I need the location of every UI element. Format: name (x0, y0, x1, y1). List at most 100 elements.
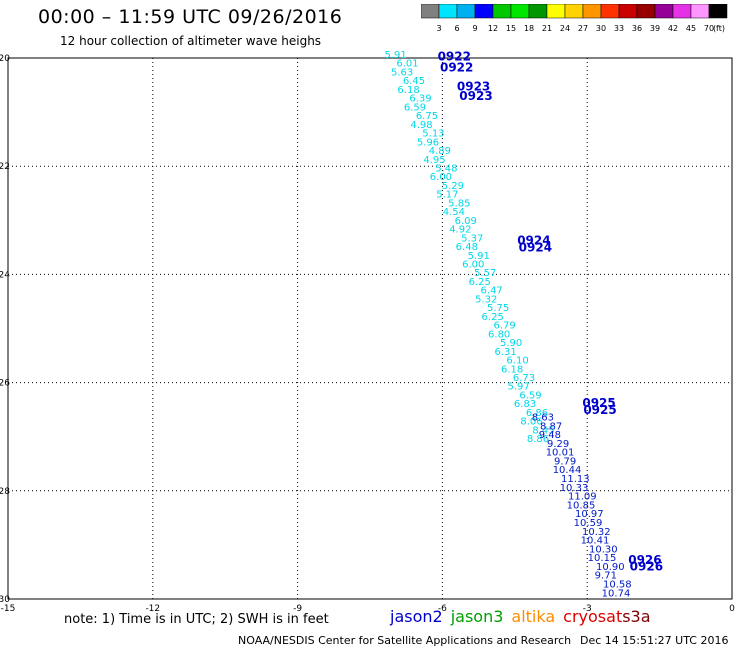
satellite-legend-s3a: s3a (622, 607, 651, 626)
colorbar-label: 45 (686, 24, 696, 33)
swh-value-blue: 10.58 (603, 580, 632, 591)
swh-value-blue: 10.15 (588, 553, 617, 564)
y-tick-label: -20 (0, 54, 10, 64)
swh-value-cyan: 5.63 (391, 67, 413, 78)
swh-value-cyan: 5.91 (468, 251, 490, 262)
swh-value-blue: 10.33 (560, 483, 589, 494)
swh-value-cyan: 4.54 (443, 207, 465, 218)
swh-value-cyan: 4.92 (449, 225, 471, 236)
swh-value-cyan: 8.45 (532, 425, 554, 436)
x-tick-label: -12 (145, 604, 160, 614)
date-label: 0923 (457, 79, 490, 93)
y-tick-label: -26 (0, 379, 10, 389)
swh-value-cyan: 6.59 (404, 102, 426, 113)
colorbar-label: 15 (506, 24, 516, 33)
swh-value-cyan: 5.90 (500, 338, 522, 349)
colorbar-label: 39 (650, 24, 660, 33)
colorbar-label: 30 (596, 24, 606, 33)
colorbar-label: 18 (524, 24, 534, 33)
satellite-legend-cryosat: cryosat (563, 607, 623, 626)
swh-value-blue: 10.41 (581, 536, 610, 547)
colorbar-label: 70 (704, 24, 714, 33)
swh-value-cyan: 5.96 (417, 137, 439, 148)
y-tick-label: -22 (0, 162, 10, 172)
colorbar-label: 36 (632, 24, 642, 33)
wave-height-colorbar: 3 6 9 12 15 18 21 24 27 30 33 36 39 42 45 70(ft) (421, 4, 728, 33)
swh-value-cyan: 6.25 (482, 312, 504, 323)
note-text: note: 1) Time is in UTC; 2) SWH is in fe… (64, 612, 329, 627)
x-tick-label: -6 (438, 604, 447, 614)
swh-value-cyan: 6.73 (513, 373, 535, 384)
timestamp-text: Dec 14 15:51:27 UTC 2016 (580, 634, 729, 647)
y-tick-label: -24 (0, 270, 10, 280)
swh-value-cyan: 5.13 (422, 129, 444, 140)
colorbar-label: 6 (454, 24, 459, 33)
swh-value-cyan: 6.86 (526, 408, 548, 419)
swh-value-blue: 8.87 (540, 421, 562, 432)
swh-value-cyan: 6.01 (396, 59, 418, 70)
colorbar-label: 33 (614, 24, 624, 33)
swh-value-cyan: 5.75 (487, 303, 509, 314)
satellite-legend-jason2: jason2 (390, 607, 443, 626)
swh-value-cyan: 6.47 (481, 286, 503, 297)
swh-value-blue: 10.97 (575, 509, 604, 520)
map-title: 00:00 – 11:59 UTC 09/26/2016 (38, 6, 343, 28)
colorbar-label: 27 (578, 24, 588, 33)
swh-value-blue: 10.44 (553, 465, 582, 476)
swh-value-cyan: 6.00 (430, 172, 452, 183)
swh-value-cyan: 6.31 (495, 347, 517, 358)
x-tick-label: -3 (583, 604, 592, 614)
swh-value-cyan: 4.98 (410, 120, 432, 131)
swh-value-blue: 9.71 (595, 571, 617, 582)
colorbar-label: 42 (668, 24, 678, 33)
swh-value-cyan: 8.86 (527, 434, 549, 445)
swh-value-cyan: 6.48 (456, 242, 478, 253)
swh-value-cyan: 5.29 (442, 181, 464, 192)
swh-value-cyan: 6.45 (403, 76, 425, 87)
satellite-legend-altika: altika (511, 607, 556, 626)
colorbar-unit: (ft) (713, 24, 725, 33)
swh-value-cyan: 6.10 (506, 356, 528, 367)
colorbar-label: 9 (472, 24, 477, 33)
credit-text: NOAA/NESDIS Center for Satellite Applica… (238, 634, 572, 647)
swh-value-cyan: 5.57 (474, 268, 496, 279)
swh-value-cyan: 5.32 (475, 294, 497, 305)
date-label: 0925 (582, 396, 615, 410)
swh-value-cyan: 5.85 (448, 198, 470, 209)
swh-value-blue: 10.59 (574, 518, 603, 529)
colorbar-label: 3 (436, 24, 441, 33)
swh-value-cyan: 5.97 (507, 382, 529, 393)
swh-value-cyan: 8.06 (520, 417, 542, 428)
colorbar-label: 24 (560, 24, 570, 33)
swh-value-cyan: 6.79 (493, 321, 515, 332)
date-label: 0924 (517, 234, 550, 248)
swh-value-cyan: 6.39 (409, 94, 431, 105)
date-label: 0923 (459, 89, 492, 103)
swh-value-blue: 10.30 (589, 544, 618, 555)
date-label: 0922 (438, 50, 471, 64)
swh-value-cyan: 5.37 (461, 233, 483, 244)
colorbar-label: 21 (542, 24, 552, 33)
swh-value-blue: 9.29 (547, 439, 569, 450)
swh-value-cyan: 6.75 (416, 111, 438, 122)
swh-value-blue: 9.48 (539, 430, 561, 441)
swh-value-blue: 8.63 (532, 412, 554, 423)
y-tick-label: -30 (0, 595, 10, 605)
date-label: 0925 (583, 403, 616, 417)
date-label: 0926 (628, 553, 661, 567)
swh-value-cyan: 6.59 (519, 390, 541, 401)
swh-value-cyan: 6.83 (514, 399, 536, 410)
satellite-legend-jason3: jason3 (450, 607, 504, 626)
swh-value-cyan: 5.48 (435, 163, 457, 174)
swh-value-blue: 10.01 (546, 448, 575, 459)
swh-value-blue: 9.79 (554, 456, 576, 467)
x-tick-label: -15 (1, 604, 16, 614)
swh-value-blue: 10.32 (582, 527, 611, 538)
swh-value-cyan: 6.00 (462, 260, 484, 271)
swh-value-cyan: 6.18 (397, 85, 419, 96)
satellite-legend: jason2 jason3 altika cryosats3a (390, 607, 659, 626)
x-tick-label: -9 (293, 604, 302, 614)
swh-value-blue: 11.09 (568, 492, 597, 503)
y-tick-label: -28 (0, 487, 10, 497)
